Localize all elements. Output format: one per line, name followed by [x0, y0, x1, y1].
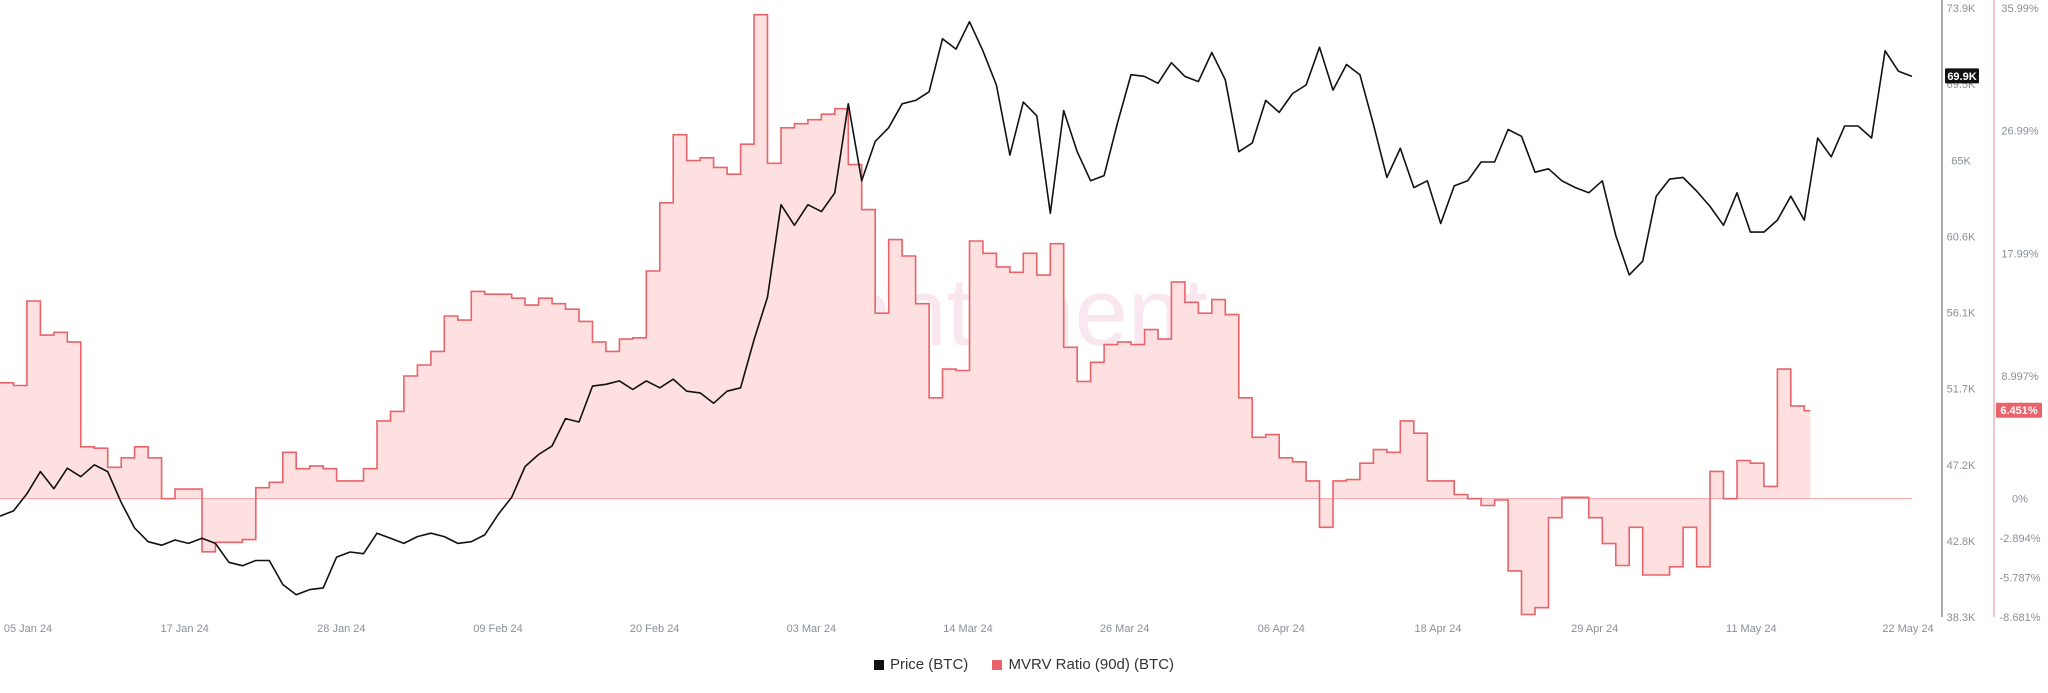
- x-tick-label: 20 Feb 24: [630, 623, 680, 635]
- x-tick-label: 03 Mar 24: [787, 623, 837, 635]
- legend-label-price: Price (BTC): [889, 656, 969, 673]
- price-tick-label: 47.2K: [1947, 460, 1976, 472]
- axes: [1941, 0, 1995, 617]
- mvrv-tick-label: 0%: [2012, 494, 2028, 506]
- price-tick-label: 51.7K: [1947, 384, 1976, 396]
- x-tick-label: 11 May 24: [1726, 623, 1777, 635]
- mvrv-current-badge: [1996, 402, 2042, 418]
- mvrv-tick-label: 35.99%: [2001, 3, 2039, 15]
- x-tick-label: 26 Mar 24: [1100, 623, 1150, 635]
- legend-item-mvrv[interactable]: MVRV Ratio (90d) (BTC): [992, 656, 1174, 673]
- price-series: [0, 20, 1913, 596]
- x-tick-label: 29 Apr 24: [1571, 623, 1618, 635]
- legend: Price (BTC) MVRV Ratio (90d) (BTC): [0, 656, 2048, 674]
- price-current-badge: [1945, 68, 1979, 84]
- legend-label-mvrv: MVRV Ratio (90d) (BTC): [1008, 656, 1175, 673]
- x-tick-label: 22 May 24: [1882, 623, 1933, 635]
- mvrv-tick-label: 17.99%: [2001, 248, 2039, 260]
- mvrv-current-label: 6.451%: [2000, 405, 2038, 417]
- price-current-label: 69.9K: [1947, 71, 1976, 83]
- price-tick-label: 42.8K: [1947, 536, 1976, 548]
- x-tick-label: 05 Jan 24: [4, 623, 52, 635]
- mvrv-tick-label: 26.99%: [2001, 126, 2039, 138]
- x-tick-label: 18 Apr 24: [1414, 623, 1461, 635]
- price-tick-label: 73.9K: [1947, 3, 1976, 15]
- x-tick-label: 28 Jan 24: [317, 623, 365, 635]
- mvrv-tick-label: -8.681%: [2000, 612, 2041, 624]
- mvrv-tick-label: -5.787%: [2000, 573, 2041, 585]
- mvrv-line: [0, 13, 1811, 616]
- price-tick-label: 38.3K: [1947, 612, 1976, 624]
- x-tick-label: 09 Feb 24: [473, 623, 523, 635]
- price-tick-label: 56.1K: [1947, 308, 1976, 320]
- x-tick-label: 17 Jan 24: [161, 623, 209, 635]
- price-tick-label: 65K: [1951, 155, 1971, 167]
- price-line: [0, 20, 1913, 596]
- mvrv-series: [0, 13, 1912, 616]
- tick-labels: 05 Jan 24 17 Jan 24 28 Jan 24 09 Feb 24 20 F…: [4, 3, 2042, 635]
- price-tick-label: 60.6K: [1947, 231, 1976, 243]
- mvrv-area: [0, 14, 1811, 615]
- x-tick-label: 06 Apr 24: [1258, 623, 1305, 635]
- mvrv-tick-label: -2.894%: [2000, 533, 2041, 545]
- legend-item-price[interactable]: Price (BTC): [873, 656, 969, 673]
- x-tick-label: 14 Mar 24: [943, 623, 993, 635]
- legend-swatch-mvrv: [992, 659, 1003, 670]
- legend-swatch-price: [873, 659, 884, 670]
- mvrv-tick-label: 8.997%: [2001, 371, 2039, 383]
